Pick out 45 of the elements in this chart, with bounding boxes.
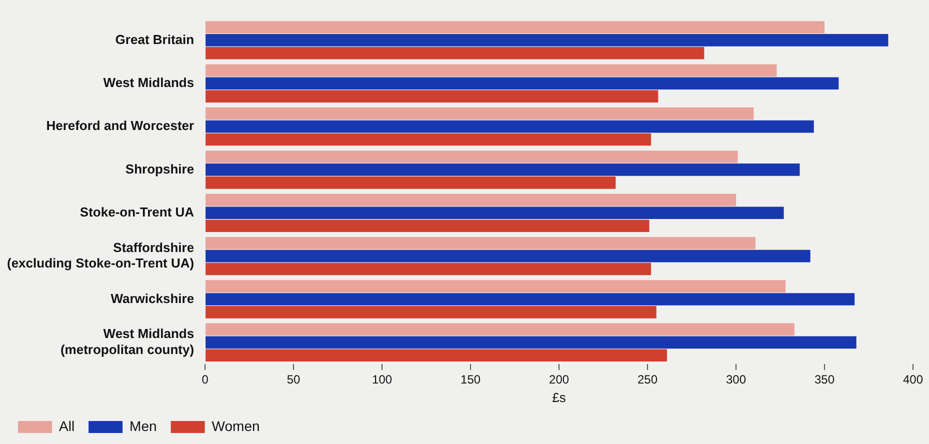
bar [206, 262, 652, 276]
x-tick-label: 50 [286, 372, 301, 387]
bar [206, 77, 839, 90]
bar [206, 64, 777, 77]
bar [206, 336, 856, 349]
bar [206, 280, 786, 292]
x-tick-label: 100 [372, 372, 392, 387]
bar [206, 150, 738, 163]
bar [206, 206, 784, 220]
bar [206, 21, 825, 34]
bar [206, 194, 736, 206]
bar [206, 176, 616, 189]
x-tick-label: 400 [902, 372, 924, 387]
x-tick-label: 350 [814, 372, 835, 387]
bar [206, 306, 656, 318]
bar [206, 46, 704, 60]
y-tick-label: Staffordshire (excluding Stoke-on-Trent UA) [6, 240, 194, 270]
y-tick-label: Warwickshire [110, 290, 194, 306]
y-tick-label: Stoke-on-Trent UA [80, 204, 195, 220]
bar [206, 293, 855, 306]
y-tick-label: Great Britain [115, 32, 194, 47]
bar [206, 323, 794, 336]
bar [206, 250, 810, 262]
bar [206, 133, 652, 146]
x-tick-label: 0 [202, 372, 209, 387]
y-tick-label: West Midlands (metropolitan county) [60, 326, 194, 357]
x-tick-label: 200 [549, 372, 570, 387]
bar [206, 34, 888, 46]
legend-label: Men [130, 418, 157, 434]
bar [206, 220, 650, 232]
y-tick-label: Shropshire [125, 161, 194, 176]
bar [206, 107, 754, 120]
bar [206, 349, 667, 362]
x-axis-title: £s [552, 390, 566, 405]
x-tick-label: 250 [638, 372, 658, 387]
bar [206, 120, 814, 133]
bar [206, 236, 756, 250]
bar [206, 90, 658, 102]
x-tick-label: 300 [726, 372, 746, 387]
legend-label: Women [212, 418, 260, 434]
legend-label: All [59, 418, 75, 434]
bar [206, 164, 800, 176]
y-tick-label: Hereford and Worcester [46, 118, 194, 134]
x-tick-label: 150 [460, 372, 481, 387]
y-tick-label: West Midlands [103, 74, 194, 90]
